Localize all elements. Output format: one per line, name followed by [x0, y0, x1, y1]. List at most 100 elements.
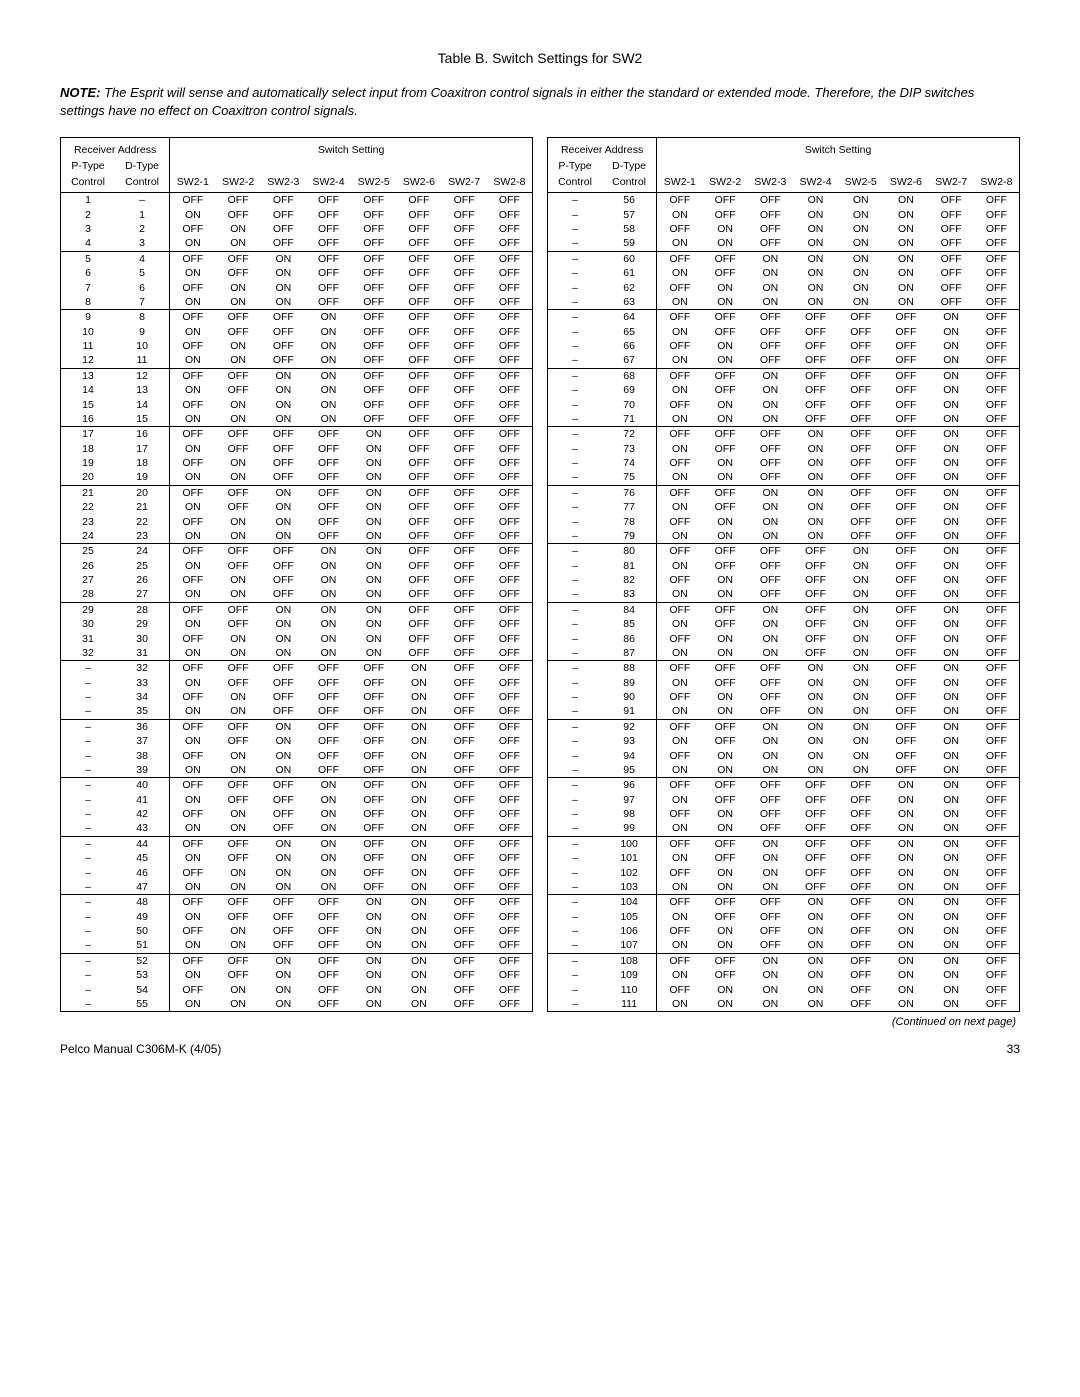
dtype-cell: 101: [602, 851, 657, 865]
switch-cell: OFF: [974, 646, 1019, 661]
table-row: –88OFFOFFOFFONONOFFONOFF: [548, 661, 1019, 676]
dtype-cell: 72: [602, 427, 657, 442]
switch-cell: ON: [793, 280, 838, 294]
dtype-cell: 51: [115, 938, 170, 953]
switch-cell: ON: [838, 748, 883, 762]
switch-cell: ON: [929, 353, 974, 368]
switch-cell: ON: [793, 924, 838, 938]
switch-cell: ON: [929, 544, 974, 559]
ptype-cell: –: [548, 295, 602, 310]
switch-cell: ON: [838, 602, 883, 617]
switch-cell: ON: [838, 222, 883, 236]
switch-cell: ON: [657, 997, 703, 1011]
switch-cell: ON: [170, 353, 216, 368]
table-row: 1–OFFOFFOFFOFFOFFOFFOFFOFF: [61, 193, 532, 208]
switch-cell: OFF: [351, 865, 396, 879]
ptype-cell: 17: [61, 427, 115, 442]
switch-cell: OFF: [748, 909, 793, 923]
ptype-cell: –: [548, 763, 602, 778]
ptype-cell: –: [548, 456, 602, 470]
switch-cell: ON: [883, 997, 928, 1011]
switch-cell: OFF: [216, 836, 261, 851]
switch-cell: OFF: [838, 412, 883, 427]
switch-cell: ON: [793, 909, 838, 923]
note-block: NOTE: The Esprit will sense and automati…: [60, 84, 1020, 119]
header-sw5: SW2-5: [838, 174, 883, 193]
switch-cell: OFF: [306, 763, 351, 778]
switch-cell: OFF: [487, 529, 532, 544]
table-row: –77ONOFFONONOFFOFFONOFF: [548, 500, 1019, 514]
table-row: –107ONONOFFONOFFONONOFF: [548, 938, 1019, 953]
switch-cell: OFF: [883, 500, 928, 514]
ptype-cell: –: [61, 763, 115, 778]
switch-cell: OFF: [974, 997, 1019, 1011]
switch-cell: OFF: [838, 953, 883, 968]
switch-cell: OFF: [170, 222, 216, 236]
table-row: –80OFFOFFOFFOFFONOFFONOFF: [548, 544, 1019, 559]
switch-cell: ON: [929, 602, 974, 617]
switch-cell: OFF: [170, 690, 216, 704]
dtype-cell: 109: [602, 968, 657, 982]
switch-cell: ON: [748, 412, 793, 427]
dtype-cell: 62: [602, 280, 657, 294]
dtype-cell: 33: [115, 675, 170, 689]
switch-cell: OFF: [216, 675, 261, 689]
table-row: –64OFFOFFOFFOFFOFFOFFONOFF: [548, 310, 1019, 325]
switch-cell: ON: [170, 617, 216, 631]
switch-cell: ON: [216, 412, 261, 427]
switch-cell: OFF: [657, 222, 703, 236]
switch-cell: ON: [657, 880, 703, 895]
table-row: 2322OFFONONOFFONOFFOFFOFF: [61, 514, 532, 528]
switch-cell: ON: [216, 631, 261, 645]
switch-cell: OFF: [351, 734, 396, 748]
switch-cell: OFF: [883, 675, 928, 689]
switch-cell: ON: [703, 529, 748, 544]
dtype-cell: 10: [115, 339, 170, 353]
table-row: 76OFFONONOFFOFFOFFOFFOFF: [61, 280, 532, 294]
switch-cell: OFF: [442, 953, 487, 968]
switch-cell: ON: [170, 295, 216, 310]
switch-cell: ON: [883, 222, 928, 236]
switch-cell: OFF: [487, 704, 532, 719]
switch-cell: OFF: [793, 383, 838, 397]
table-row: 32OFFONOFFOFFOFFOFFOFFOFF: [61, 222, 532, 236]
switch-cell: OFF: [487, 500, 532, 514]
switch-cell: OFF: [883, 324, 928, 338]
switch-cell: OFF: [703, 895, 748, 910]
switch-cell: ON: [657, 441, 703, 455]
table-row: –44OFFOFFONONOFFONOFFOFF: [61, 836, 532, 851]
switch-cell: OFF: [351, 792, 396, 806]
switch-cell: OFF: [487, 865, 532, 879]
switch-cell: ON: [170, 792, 216, 806]
switch-cell: ON: [351, 938, 396, 953]
switch-cell: OFF: [487, 953, 532, 968]
switch-cell: OFF: [657, 778, 703, 793]
switch-cell: ON: [929, 558, 974, 572]
switch-cell: OFF: [442, 280, 487, 294]
switch-cell: OFF: [703, 953, 748, 968]
dtype-cell: 32: [115, 661, 170, 676]
switch-cell: ON: [216, 353, 261, 368]
switch-cell: OFF: [306, 207, 351, 221]
switch-cell: OFF: [396, 368, 441, 383]
switch-cell: OFF: [442, 748, 487, 762]
switch-cell: OFF: [883, 412, 928, 427]
switch-cell: OFF: [487, 719, 532, 734]
table-row: –50OFFONOFFOFFONONOFFOFF: [61, 924, 532, 938]
switch-cell: ON: [929, 997, 974, 1011]
switch-cell: OFF: [261, 778, 306, 793]
ptype-cell: –: [548, 339, 602, 353]
table-row: 2221ONOFFONOFFONOFFOFFOFF: [61, 500, 532, 514]
switch-cell: OFF: [487, 690, 532, 704]
switch-cell: ON: [838, 719, 883, 734]
dtype-cell: 63: [602, 295, 657, 310]
switch-cell: OFF: [487, 412, 532, 427]
switch-cell: OFF: [883, 690, 928, 704]
switch-cell: OFF: [442, 514, 487, 528]
ptype-cell: –: [548, 792, 602, 806]
switch-cell: ON: [261, 295, 306, 310]
switch-cell: ON: [748, 266, 793, 280]
switch-cell: ON: [703, 573, 748, 587]
switch-cell: OFF: [838, 324, 883, 338]
table-row: 1211ONONOFFONOFFOFFOFFOFF: [61, 353, 532, 368]
